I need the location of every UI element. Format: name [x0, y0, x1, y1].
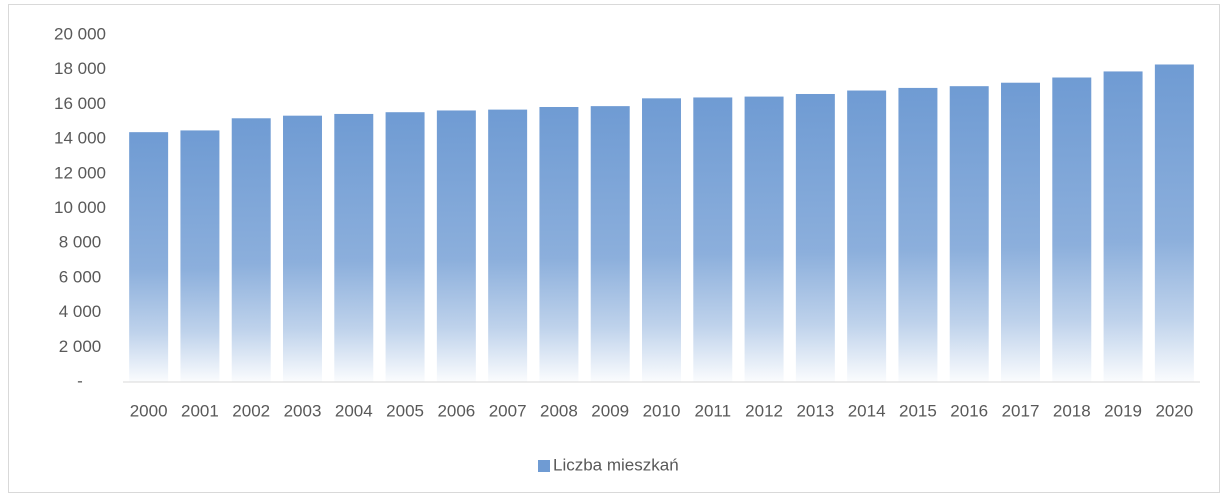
x-tick-label: 2017 — [1002, 401, 1040, 420]
x-tick-label: 2016 — [950, 401, 988, 420]
y-tick-label: - — [77, 371, 83, 390]
x-tick-label: 2009 — [591, 401, 629, 420]
x-tick-label: 2012 — [745, 401, 783, 420]
bar — [590, 106, 630, 382]
x-tick-label: 2010 — [643, 401, 681, 420]
x-tick-label: 2020 — [1155, 401, 1193, 420]
bar — [744, 96, 784, 382]
legend-swatch — [538, 460, 550, 472]
bar — [1154, 64, 1194, 383]
bar — [539, 107, 579, 382]
x-tick-label: 2008 — [540, 401, 578, 420]
bar — [642, 98, 681, 382]
x-tick-label: 2018 — [1053, 401, 1091, 420]
x-tick-label: 2002 — [232, 401, 270, 420]
x-tick-label: 2004 — [335, 401, 373, 420]
x-tick-label: 2011 — [695, 401, 732, 420]
bar — [693, 97, 733, 383]
x-tick-label: 2000 — [130, 401, 168, 420]
bar — [385, 112, 425, 383]
bar — [1103, 71, 1143, 382]
x-tick-label: 2015 — [899, 401, 937, 420]
x-tick-label: 2006 — [437, 401, 475, 420]
bar — [334, 113, 374, 382]
legend-label: Liczba mieszkań — [553, 455, 679, 474]
bar — [129, 132, 169, 382]
bar — [898, 87, 938, 382]
bar — [180, 130, 220, 382]
y-tick-label: 12 000 — [54, 163, 106, 182]
y-tick-label: 20 000 — [54, 24, 106, 43]
bar — [795, 93, 835, 383]
x-tick-label: 2019 — [1104, 401, 1142, 420]
y-tick-label: 8 000 — [59, 233, 102, 252]
bar — [949, 86, 989, 383]
bar — [488, 109, 528, 382]
y-tick-label: 16 000 — [54, 94, 106, 113]
y-tick-label: 4 000 — [59, 302, 102, 321]
bar — [283, 115, 322, 383]
bar — [847, 90, 887, 383]
x-tick-label: 2013 — [796, 401, 834, 420]
x-tick-label: 2003 — [284, 401, 322, 420]
x-tick-label: 2007 — [489, 401, 527, 420]
y-tick-label: 6 000 — [59, 267, 102, 286]
y-tick-label: 18 000 — [54, 59, 106, 78]
bar — [1001, 82, 1040, 383]
y-tick-label: 10 000 — [54, 198, 106, 217]
bar — [436, 110, 476, 382]
bar — [231, 118, 271, 382]
bar — [1052, 77, 1092, 382]
y-tick-label: 2 000 — [59, 337, 102, 356]
x-tick-label: 2001 — [181, 401, 219, 420]
x-tick-label: 2014 — [848, 401, 886, 420]
x-tick-label: 2005 — [386, 401, 424, 420]
y-tick-label: 14 000 — [54, 129, 106, 148]
